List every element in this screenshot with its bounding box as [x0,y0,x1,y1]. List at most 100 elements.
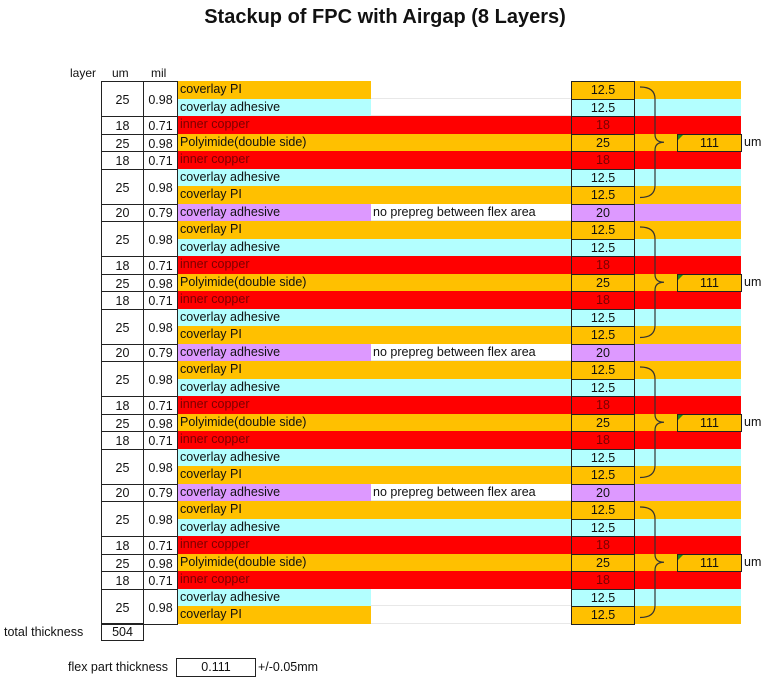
mil-value[interactable]: 0.98 [143,448,178,485]
layer-thickness[interactable]: 12.5 [571,378,635,397]
um-value[interactable]: 18 [101,291,144,310]
mil-value[interactable]: 0.71 [143,291,178,310]
layer-thickness[interactable]: 12.5 [571,361,635,380]
layer-fill-right [635,221,741,239]
group-subtotal[interactable]: 111 [677,133,742,152]
header-layer: layer [70,66,97,80]
layer-fill [371,273,571,291]
layer-fill-right [635,606,741,624]
mil-value[interactable]: 0.71 [143,116,178,135]
mil-value[interactable]: 0.79 [143,483,178,502]
mil-value[interactable]: 0.98 [143,553,178,572]
layer-thickness[interactable]: 18 [571,431,635,450]
mil-value[interactable]: 0.71 [143,151,178,170]
layer-fill [371,431,571,449]
mil-value[interactable]: 0.79 [143,343,178,362]
layer-thickness[interactable]: 20 [571,483,635,502]
mil-value[interactable]: 0.98 [143,413,178,432]
um-value[interactable]: 18 [101,431,144,450]
um-value[interactable]: 25 [101,448,144,485]
mil-value[interactable]: 0.79 [143,203,178,222]
layer-thickness[interactable]: 18 [571,571,635,590]
layer-thickness[interactable]: 12.5 [571,501,635,520]
mil-value[interactable]: 0.98 [143,361,178,397]
layer-thickness[interactable]: 20 [571,343,635,362]
um-value[interactable]: 18 [101,151,144,170]
layer-thickness[interactable]: 12.5 [571,186,635,205]
flex-thickness-label: flex part thickness [68,660,169,674]
um-value[interactable]: 25 [101,81,144,117]
mil-value[interactable]: 0.98 [143,273,178,292]
layer-thickness[interactable]: 18 [571,291,635,310]
total-thickness-value[interactable]: 504 [101,623,144,641]
flex-thickness-value[interactable]: 0.111 [176,658,256,677]
um-value[interactable]: 25 [101,553,144,572]
layer-thickness[interactable]: 20 [571,203,635,222]
layer-thickness[interactable]: 12.5 [571,606,635,625]
um-value[interactable]: 25 [101,308,144,345]
layer-thickness[interactable]: 12.5 [571,518,635,537]
um-value[interactable]: 25 [101,588,144,625]
layer-fill [371,396,571,414]
um-value[interactable]: 20 [101,343,144,362]
um-value[interactable]: 20 [101,203,144,222]
comment-marker-icon [678,134,683,140]
um-value[interactable]: 25 [101,361,144,397]
layer-thickness[interactable]: 12.5 [571,308,635,327]
layer-thickness[interactable]: 25 [571,553,635,572]
um-value[interactable]: 25 [101,273,144,292]
um-value[interactable]: 18 [101,256,144,275]
mil-value[interactable]: 0.71 [143,571,178,590]
mil-value[interactable]: 0.71 [143,256,178,275]
um-value[interactable]: 20 [101,483,144,502]
layer-thickness[interactable]: 18 [571,116,635,135]
layer-thickness[interactable]: 18 [571,396,635,415]
um-value[interactable]: 18 [101,536,144,555]
layer-thickness[interactable]: 12.5 [571,588,635,607]
layer-thickness[interactable]: 18 [571,151,635,170]
layer-thickness[interactable]: 12.5 [571,98,635,117]
um-value[interactable]: 25 [101,168,144,205]
group-subtotal[interactable]: 111 [677,413,742,432]
layer-thickness[interactable]: 12.5 [571,81,635,100]
um-value[interactable]: 18 [101,571,144,590]
layer-thickness[interactable]: 12.5 [571,238,635,257]
layer-name: Polyimide(double side) [177,133,371,151]
mil-value[interactable]: 0.98 [143,221,178,257]
layer-fill-right [635,343,741,361]
mil-value[interactable]: 0.98 [143,501,178,537]
um-value[interactable]: 18 [101,396,144,415]
layer-thickness[interactable]: 18 [571,536,635,555]
um-value[interactable]: 25 [101,133,144,152]
layer-note: no prepreg between flex area [371,483,571,501]
group-unit: um [744,134,762,149]
mil-value[interactable]: 0.98 [143,588,178,625]
layer-thickness[interactable]: 12.5 [571,168,635,187]
group-subtotal[interactable]: 111 [677,273,742,292]
layer-thickness[interactable]: 12.5 [571,326,635,345]
layer-fill-right [635,98,741,116]
um-value[interactable]: 25 [101,221,144,257]
layer-thickness[interactable]: 12.5 [571,466,635,485]
layer-thickness[interactable]: 25 [571,273,635,292]
layer-fill [371,413,571,431]
layer-name: coverlay adhesive [177,98,371,116]
um-value[interactable]: 25 [101,501,144,537]
layer-thickness[interactable]: 25 [571,413,635,432]
um-value[interactable]: 25 [101,413,144,432]
mil-value[interactable]: 0.71 [143,396,178,415]
group-subtotal[interactable]: 111 [677,553,742,572]
mil-value[interactable]: 0.98 [143,81,178,117]
layer-thickness[interactable]: 12.5 [571,221,635,240]
mil-value[interactable]: 0.98 [143,308,178,345]
layer-name: coverlay adhesive [177,518,371,536]
mil-value[interactable]: 0.98 [143,133,178,152]
mil-value[interactable]: 0.98 [143,168,178,205]
group-unit: um [744,274,762,289]
mil-value[interactable]: 0.71 [143,536,178,555]
layer-thickness[interactable]: 12.5 [571,448,635,467]
mil-value[interactable]: 0.71 [143,431,178,450]
um-value[interactable]: 18 [101,116,144,135]
layer-thickness[interactable]: 25 [571,133,635,152]
layer-thickness[interactable]: 18 [571,256,635,275]
